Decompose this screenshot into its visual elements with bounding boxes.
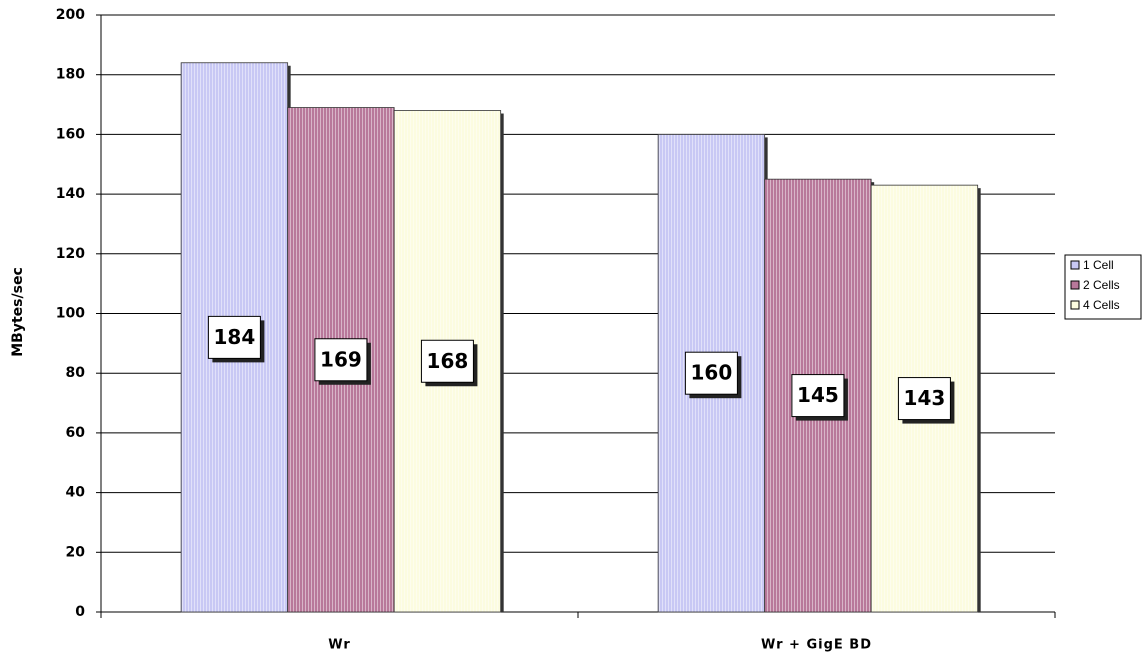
y-tick-label: 100 [56, 306, 85, 322]
y-axis-label: MBytes/sec [10, 267, 26, 357]
y-tick-label: 200 [56, 7, 85, 23]
y-tick-label: 120 [56, 246, 85, 262]
y-tick-label: 180 [56, 67, 85, 83]
label-box [207, 315, 261, 359]
y-tick-label: 80 [66, 365, 86, 381]
value-label: 184 [214, 325, 256, 349]
legend-label: 1 Cell [1083, 258, 1114, 272]
legend-swatch [1070, 260, 1080, 270]
label-box [420, 339, 474, 383]
y-tick-label: 0 [75, 604, 85, 620]
label-box [684, 351, 738, 395]
legend-swatch [1070, 280, 1080, 290]
label-box [314, 338, 368, 382]
y-tick-label: 160 [56, 126, 85, 142]
y-tick-label: 40 [66, 485, 86, 501]
legend-swatch [1070, 300, 1080, 310]
legend-label: 2 Cells [1083, 278, 1120, 292]
value-label: 160 [691, 361, 733, 385]
x-tick-label: Wr + GigE BD [761, 638, 872, 653]
label-box [791, 374, 845, 418]
value-label: 169 [320, 347, 362, 371]
value-label: 145 [797, 383, 839, 407]
x-tick-label: Wr [328, 638, 351, 653]
y-tick-label: 20 [66, 544, 86, 560]
y-tick-label: 60 [66, 425, 86, 441]
value-label: 168 [427, 349, 469, 373]
value-label: 143 [904, 386, 946, 410]
legend-label: 4 Cells [1083, 298, 1120, 312]
y-tick-label: 140 [56, 186, 85, 202]
label-box [897, 377, 951, 421]
